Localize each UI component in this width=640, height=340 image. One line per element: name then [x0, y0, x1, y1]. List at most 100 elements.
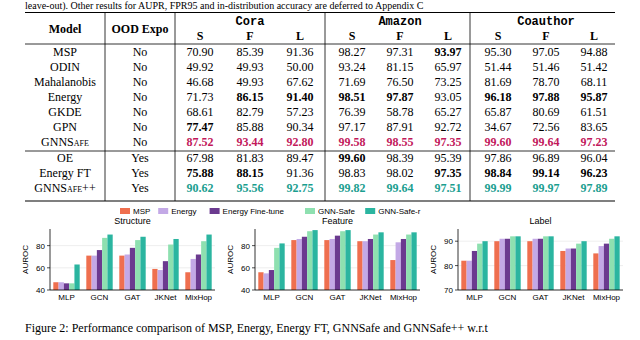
bar [378, 232, 383, 290]
bar [191, 259, 196, 290]
bar [515, 236, 520, 290]
bar [125, 255, 130, 290]
table-cell: 99.14 [533, 166, 560, 180]
table-cell: 70.90 [187, 45, 214, 59]
table-cell: 46.68 [187, 75, 214, 89]
model-name: GPN [53, 120, 77, 134]
tick-label: 60 [36, 264, 45, 273]
chart-title: Label [529, 216, 551, 226]
table-cell: 87.52 [187, 135, 214, 149]
bar [297, 239, 302, 290]
bar [53, 282, 58, 290]
ood-expo: No [133, 120, 148, 134]
table-cell: 97.35 [435, 135, 462, 149]
table-cell: 72.56 [533, 120, 560, 134]
table-cell: 50.00 [287, 60, 314, 74]
bar [324, 240, 329, 290]
bar [373, 235, 378, 290]
table-cell: 97.87 [387, 90, 414, 104]
axis-label: AUROC [226, 245, 235, 274]
bar [390, 260, 395, 290]
bar [461, 261, 466, 290]
tick-label: 40 [241, 286, 250, 295]
header-text: leave-out). Other results for AUPR, FPR9… [25, 0, 424, 12]
table-cell: 98.27 [339, 45, 366, 59]
x-axis [458, 290, 623, 291]
bar [363, 241, 368, 290]
tick-mark [252, 267, 255, 268]
table-cell: 99.60 [339, 151, 366, 165]
x-axis [50, 290, 215, 291]
table-cell: 99.82 [339, 181, 366, 195]
legend-label: Energy [171, 207, 196, 216]
bar [64, 283, 69, 290]
category-label: MixHop [390, 293, 418, 302]
ood-expo: No [133, 135, 148, 149]
bar [396, 242, 401, 290]
table-cell: 98.39 [387, 151, 414, 165]
subcolumn-header: L [296, 29, 304, 43]
table-cell: 97.17 [339, 120, 366, 134]
table-cell: 77.47 [187, 120, 214, 134]
category-label: MLP [263, 293, 279, 302]
table-cell: 99.97 [533, 181, 560, 195]
bar [494, 241, 499, 290]
table-cell: 81.83 [237, 151, 264, 165]
column-header: OOD Expo [111, 22, 168, 36]
bar [173, 239, 178, 290]
bar [543, 236, 548, 290]
bar [538, 239, 543, 290]
bar [406, 235, 411, 290]
table-cell: 91.40 [287, 90, 314, 104]
table-cell: 51.44 [485, 60, 512, 74]
legend-swatch [120, 208, 130, 214]
bar [345, 230, 350, 290]
column-header: Model [49, 22, 82, 36]
table-cell: 96.18 [485, 90, 512, 104]
category-label: JKNet [155, 293, 178, 302]
bar [357, 241, 362, 290]
tick-mark [455, 265, 458, 266]
table-cell: 95.87 [581, 90, 608, 104]
model-name: Energy FT [39, 166, 91, 180]
table-cell: 93.24 [339, 60, 366, 74]
table-cell: 92.75 [287, 181, 314, 195]
model-name: GNNSafe++ [34, 181, 96, 195]
tick-label: 70 [444, 286, 453, 295]
bar [269, 270, 274, 290]
subcolumn-header: F [246, 29, 253, 43]
bar [163, 261, 168, 290]
table-cell: 92.72 [435, 120, 462, 134]
bar [302, 237, 307, 290]
model-name: GNNSafe [41, 135, 89, 149]
ood-expo: No [133, 60, 148, 74]
subcolumn-header: S [349, 29, 356, 43]
tick-mark [455, 241, 458, 242]
table-cell: 92.80 [287, 135, 314, 149]
table-cell: 80.69 [533, 105, 560, 119]
legend-swatch [365, 208, 375, 214]
tick-label: 40 [36, 286, 45, 295]
table-rule [25, 151, 615, 152]
category-label: JKNet [563, 293, 586, 302]
table-cell: 76.39 [339, 105, 366, 119]
table-rule [25, 44, 615, 45]
model-name: MSP [53, 45, 77, 59]
table-cell: 97.35 [435, 166, 462, 180]
model-name: Energy [48, 90, 82, 104]
table-cell: 99.64 [387, 181, 414, 195]
page: leave-out). Other results for AUPR, FPR9… [0, 0, 640, 340]
bar [560, 251, 565, 290]
bar [201, 241, 206, 290]
table-rule [25, 200, 615, 201]
bar [92, 256, 97, 290]
table-cell: 99.58 [339, 135, 366, 149]
bar [335, 236, 340, 290]
ood-expo: Yes [131, 181, 149, 195]
tick-label: 80 [36, 242, 45, 251]
bar [291, 240, 296, 290]
table-cell: 68.61 [187, 105, 214, 119]
table-cell: 90.34 [287, 120, 314, 134]
category-label: GCN [499, 293, 517, 302]
table-cell: 49.93 [237, 60, 264, 74]
